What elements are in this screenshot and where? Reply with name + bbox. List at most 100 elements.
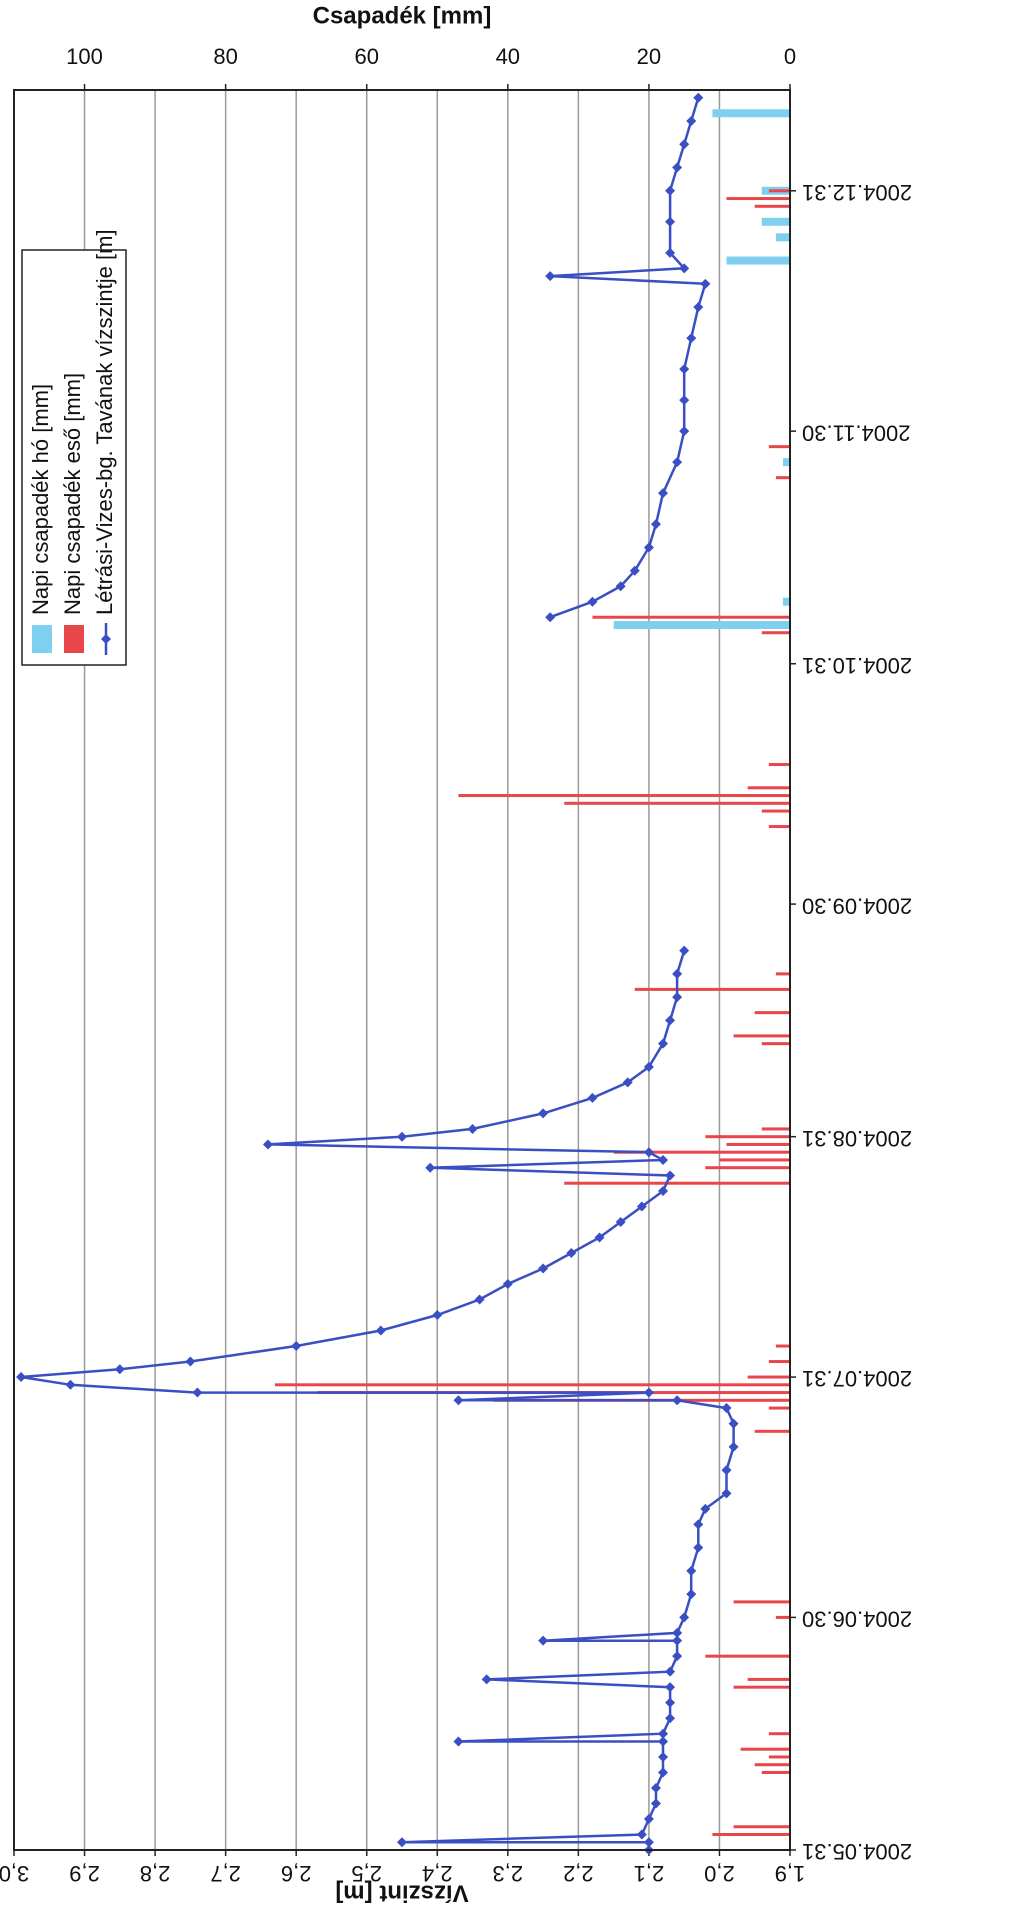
y-tick-label: 3,0 xyxy=(0,1861,29,1886)
precipitation-bar xyxy=(775,476,791,480)
precipitation-bar xyxy=(705,1166,791,1170)
y-axis-title: Vízszint [m] xyxy=(335,1880,468,1907)
level-marker xyxy=(658,1767,669,1778)
precipitation-bar xyxy=(747,786,791,790)
precipitation-bar xyxy=(592,615,790,619)
level-marker xyxy=(643,542,654,553)
level-marker xyxy=(721,1488,732,1499)
level-marker xyxy=(16,1372,27,1383)
precipitation-bar xyxy=(719,1158,790,1162)
level-marker xyxy=(453,1736,464,1747)
precipitation-bar xyxy=(564,801,790,805)
level-marker xyxy=(721,1465,732,1476)
level-marker xyxy=(672,1635,683,1646)
level-marker xyxy=(665,1713,676,1724)
level-marker xyxy=(686,1565,697,1576)
level-marker xyxy=(679,263,690,274)
level-marker xyxy=(538,1635,549,1646)
level-marker xyxy=(474,1294,485,1305)
y-tick-label: 2,4 xyxy=(422,1861,453,1886)
precipitation-bar xyxy=(761,1127,790,1131)
level-marker xyxy=(658,1185,669,1196)
level-marker xyxy=(665,1170,676,1181)
x-tick-label: 2004.12.31 xyxy=(802,180,912,205)
y-tick-label: 2,1 xyxy=(634,1861,665,1886)
level-marker xyxy=(658,488,669,499)
y-tick-label: 2,6 xyxy=(281,1861,312,1886)
precipitation-bar xyxy=(705,1654,791,1658)
level-marker xyxy=(693,1542,704,1553)
legend-box xyxy=(21,249,127,666)
precipitation-bar xyxy=(761,809,790,813)
level-marker xyxy=(665,1015,676,1026)
precipitation-bar xyxy=(782,458,790,467)
level-marker xyxy=(672,968,683,979)
level-marker xyxy=(594,1232,605,1243)
y2-tick-label: 20 xyxy=(637,44,661,69)
precipitation-bar xyxy=(754,204,791,208)
level-marker xyxy=(665,247,676,258)
level-marker xyxy=(643,1813,654,1824)
precipitation-bar xyxy=(613,620,790,629)
y2-tick-label: 40 xyxy=(496,44,520,69)
level-marker xyxy=(650,1798,661,1809)
level-marker xyxy=(643,1147,654,1158)
level-marker xyxy=(453,1395,464,1406)
level-marker xyxy=(679,139,690,150)
legend-swatch xyxy=(32,625,52,653)
precipitation-bar xyxy=(705,1135,791,1139)
level-marker xyxy=(672,1627,683,1638)
y2-tick-label: 0 xyxy=(784,44,796,69)
y-tick-label: 2,9 xyxy=(69,1861,100,1886)
precipitation-bar xyxy=(768,1360,791,1364)
level-marker xyxy=(658,1736,669,1747)
precipitation-bar xyxy=(634,987,790,991)
level-marker xyxy=(566,1247,577,1258)
precipitation-bar xyxy=(726,197,791,201)
level-marker xyxy=(665,1666,676,1677)
level-marker xyxy=(679,1612,690,1623)
level-marker xyxy=(672,1651,683,1662)
legend-label: Napi csapadék hó [mm] xyxy=(28,384,53,615)
level-marker xyxy=(291,1341,302,1352)
level-marker xyxy=(397,1131,407,1142)
precipitation-bar xyxy=(775,1615,791,1619)
y2-tick-label: 100 xyxy=(66,44,103,69)
level-marker xyxy=(65,1379,76,1390)
level-marker xyxy=(538,1263,549,1274)
level-marker xyxy=(658,1728,669,1739)
legend-swatch xyxy=(64,625,84,653)
level-marker xyxy=(650,519,661,530)
precipitation-bar xyxy=(733,1600,791,1604)
level-marker xyxy=(665,185,676,196)
precipitation-bar xyxy=(733,1685,791,1689)
level-marker xyxy=(636,1829,647,1840)
level-marker xyxy=(587,1092,598,1103)
level-marker xyxy=(721,1403,732,1414)
level-marker xyxy=(672,992,683,1003)
level-marker xyxy=(650,1782,661,1793)
level-marker xyxy=(545,271,556,282)
legend-marker xyxy=(101,634,111,644)
precipitation-bar xyxy=(768,445,791,449)
precipitation-bar xyxy=(761,1770,790,1774)
level-marker xyxy=(185,1356,196,1367)
level-marker xyxy=(686,333,697,344)
precipitation-bar xyxy=(775,972,791,976)
level-marker xyxy=(622,1077,633,1088)
y-tick-label: 1,9 xyxy=(775,1861,806,1886)
level-marker xyxy=(672,1395,683,1406)
precipitation-bar xyxy=(782,597,790,606)
level-marker xyxy=(658,1038,669,1049)
precipitation-bar xyxy=(768,1755,791,1759)
x-tick-label: 2004.09.30 xyxy=(802,893,912,918)
precipitation-bar xyxy=(761,631,790,635)
level-marker xyxy=(693,92,704,103)
legend-label: Napi csapadék eső [mm] xyxy=(60,373,85,615)
level-marker xyxy=(693,302,704,313)
precipitation-bar xyxy=(712,109,791,118)
level-marker xyxy=(665,216,676,227)
level-marker xyxy=(615,581,626,592)
level-marker xyxy=(700,1503,711,1514)
precipitation-bar xyxy=(726,256,791,265)
